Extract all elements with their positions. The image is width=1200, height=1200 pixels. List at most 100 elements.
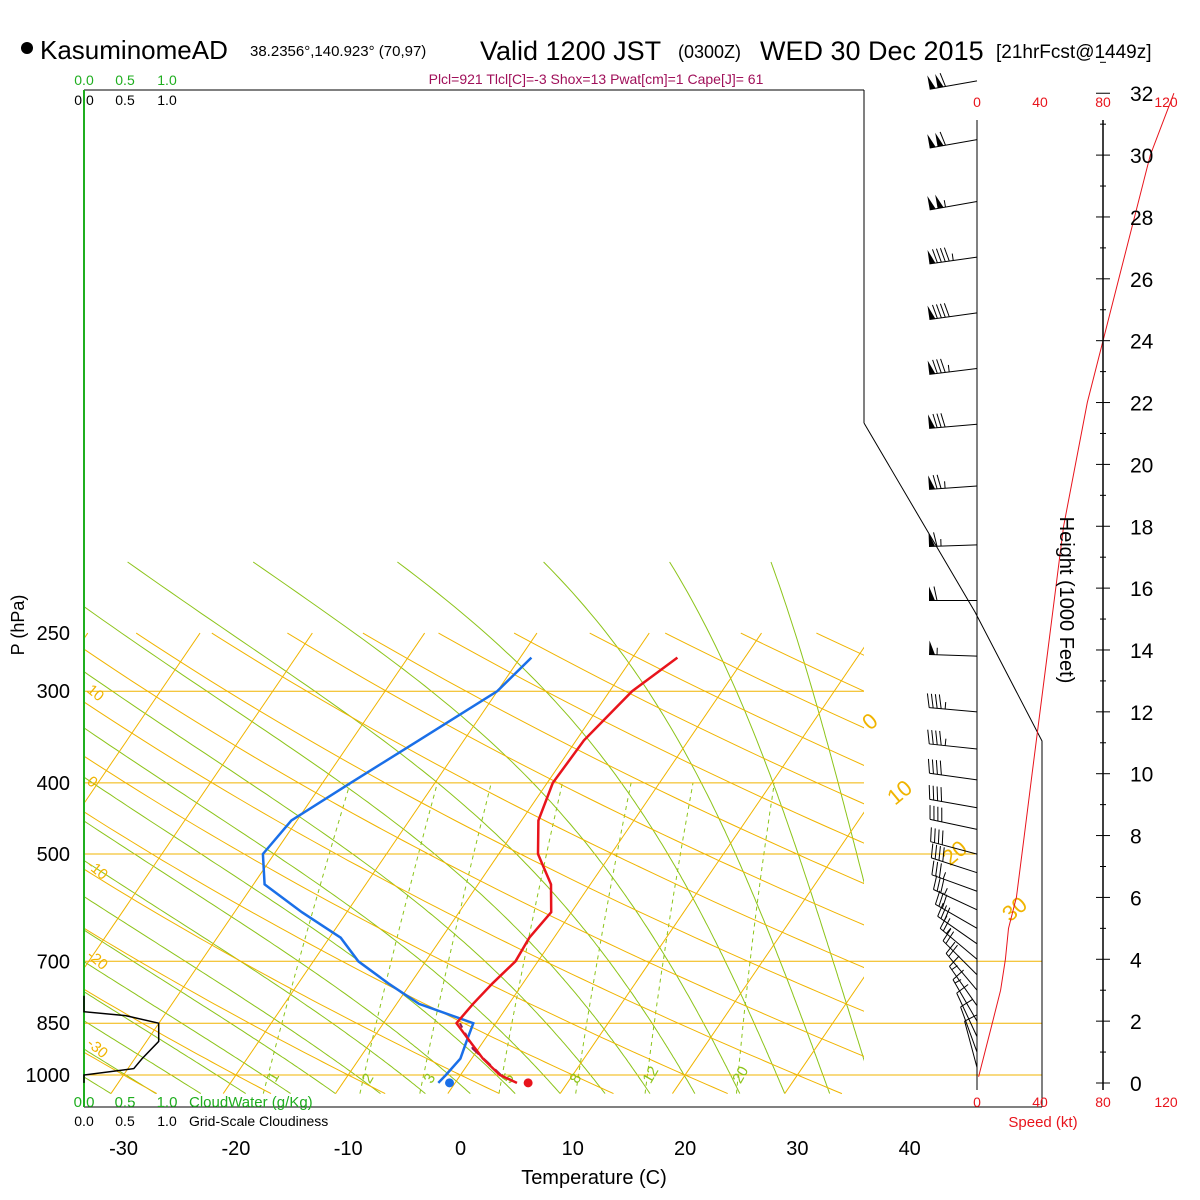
- wind-barb-feather: [939, 730, 942, 746]
- moist-adiabat-line: [669, 561, 864, 1062]
- surface-dewpoint-marker: [445, 1078, 455, 1088]
- wind-barb: [930, 843, 978, 874]
- dry-adiabat-line: [968, 633, 1200, 1094]
- temperature-axis-label: Temperature (C): [521, 1167, 667, 1189]
- wind-barb-staff: [929, 772, 978, 781]
- temperature-tick-label: -20: [221, 1138, 250, 1160]
- wind-barb-feather: [932, 304, 938, 319]
- wind-barb-feather: [930, 693, 934, 709]
- wind-barb-feather: [930, 827, 932, 842]
- dry-adiabat-line: [84, 755, 728, 1095]
- dry-adiabat-line: [362, 632, 864, 885]
- cloudiness-tick-bottom-0: 0.0: [74, 1113, 94, 1129]
- wind-barb-feather: [938, 694, 942, 709]
- wind-barb-feather: [933, 828, 936, 843]
- wind-barb-pennant: [927, 75, 936, 90]
- wind-barb-staff: [929, 653, 978, 657]
- wind-barb-staff: [929, 707, 978, 713]
- height-tick-label: 22: [1130, 393, 1153, 416]
- mixing-ratio-label: 20: [729, 1063, 752, 1086]
- moist-adiabat-line: [84, 929, 336, 1095]
- wind-barb-staff: [956, 992, 978, 1037]
- cloudwater-tick-bottom-2: 1.0: [157, 1094, 178, 1111]
- wind-barb: [927, 413, 978, 429]
- wind-barb-feather: [940, 905, 947, 919]
- dry-adiabat-line: [1194, 633, 1200, 1094]
- height-tick-label: 30: [1130, 145, 1153, 168]
- speed-tick-top-0: 0: [973, 94, 981, 110]
- wind-barb-feather: [932, 785, 935, 801]
- isotherm-line: [84, 632, 201, 805]
- wind-barb: [956, 984, 978, 1037]
- isotherms: [84, 632, 1200, 1094]
- cloudiness-profile: [83, 995, 160, 1083]
- wind-barb-feather: [952, 969, 964, 980]
- wind-barb-feather: [936, 474, 942, 489]
- wind-barb-half-feather: [951, 965, 958, 971]
- wind-barb-feather: [935, 248, 942, 263]
- wind-barb-feather: [948, 944, 958, 957]
- wind-barb-pennant: [927, 360, 936, 375]
- moist-adiabat-line: [84, 961, 291, 1095]
- moist-adiabat-line: [84, 776, 516, 1094]
- isotherm-line: [84, 632, 313, 970]
- valid-time: Valid 1200 JST: [480, 36, 661, 66]
- wind-barb-feather: [941, 894, 948, 909]
- wind-barb-half-feather: [943, 200, 946, 208]
- pressure-axis-label: P (hPa): [8, 595, 28, 656]
- forecast-label: [21hrFcst@1449z]: [996, 42, 1152, 63]
- moist-adiabat-line: [84, 895, 381, 1094]
- wind-barb-feather: [936, 359, 942, 374]
- height-tick-label: 32: [1130, 83, 1153, 106]
- cloudiness-tick-bottom-2: 1.0: [157, 1113, 177, 1129]
- pressure-tick-label: 250: [37, 623, 70, 645]
- wind-barb-feather: [939, 915, 948, 929]
- wind-barb-pennant: [935, 132, 944, 147]
- temperature-tick-label: 10: [562, 1138, 584, 1160]
- moist-adiabat-line: [127, 561, 696, 1094]
- wind-barb-pennant: [929, 586, 935, 601]
- height-axis-label: Height (1000 Feet): [1055, 517, 1077, 684]
- wind-barb-feather: [943, 247, 950, 262]
- wind-barb-pennant: [928, 475, 936, 490]
- mixing-ratio-line: [736, 782, 775, 1094]
- speed-tick-bottom-2: 80: [1095, 1094, 1111, 1110]
- height-tick-label: 20: [1130, 454, 1153, 477]
- wind-barb-feather: [942, 847, 945, 862]
- moist-adiabat-line: [84, 991, 246, 1095]
- wind-barb-feather: [930, 843, 934, 858]
- wind-barb-feather: [949, 955, 960, 967]
- wind-barb: [927, 131, 978, 149]
- pressure-tick-label: 850: [37, 1013, 70, 1035]
- moist-adiabat-line: [84, 1020, 202, 1095]
- wind-barb-feather: [945, 931, 955, 944]
- stability-indices: Plcl=921 Tlcl[C]=-3 Shox=13 Pwat[cm]=1 C…: [429, 71, 764, 87]
- height-tick-label: 0: [1130, 1073, 1142, 1096]
- wind-barb-feather: [945, 941, 956, 954]
- wind-barb: [928, 532, 978, 547]
- wind-barb-feather: [934, 844, 938, 860]
- wind-barb-staff: [942, 940, 978, 976]
- wind-barb-feather: [936, 413, 942, 428]
- wind-barb-feather: [932, 413, 938, 428]
- dry-adiabat-line: [287, 632, 864, 926]
- wind-barb-feather: [935, 730, 938, 745]
- wind-barb-feather: [956, 984, 969, 994]
- isotherm-line: [1009, 633, 1200, 1093]
- wind-barb-pennant: [927, 414, 936, 429]
- wind-barb-feather: [933, 875, 938, 890]
- cloudiness-tick-top-1: 0.5: [115, 92, 135, 108]
- wind-barb: [960, 998, 978, 1053]
- cloudiness-tick-bottom-1: 0.5: [115, 1113, 135, 1129]
- wind-barb-staff: [929, 818, 978, 830]
- moist-adiabat-line: [84, 859, 426, 1094]
- valid-utc: (0300Z): [678, 42, 741, 62]
- mixing-ratio-line: [262, 782, 351, 1094]
- dry-adiabat-line: [892, 633, 1200, 1094]
- wind-barb: [927, 194, 978, 211]
- wind-barb-pennant: [927, 134, 936, 148]
- cloudwater-tick-bottom-0: 0.0: [74, 1094, 95, 1111]
- wind-barb-staff: [929, 798, 978, 809]
- wind-barb-feather: [939, 248, 946, 262]
- wind-barb: [939, 915, 978, 960]
